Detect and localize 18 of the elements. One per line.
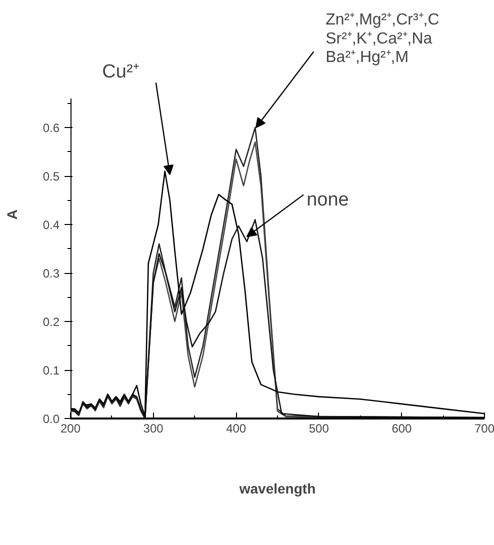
y-axis-title: A xyxy=(4,209,20,220)
y-tick-label: 0.0 xyxy=(42,412,60,426)
x-axis-title: wavelength xyxy=(238,480,316,496)
x-tick-label: 300 xyxy=(143,422,164,436)
annotation: Cu²⁺ xyxy=(102,62,139,83)
y-tick-label: 0.5 xyxy=(42,170,60,184)
y-tick-label: 0.3 xyxy=(42,266,60,281)
x-tick-label: 400 xyxy=(226,422,246,436)
y-tick-label: 0.4 xyxy=(42,218,60,232)
x-tick-label: 700 xyxy=(474,422,494,436)
y-tick-label: 0.2 xyxy=(42,315,60,330)
y-tick-label: 0.6 xyxy=(42,121,60,136)
annotation: Zn²⁺,Mg²⁺,Cr³⁺,C Sr²⁺,K⁺,Ca²⁺,Na Ba²⁺,Hg²⁺,M xyxy=(326,12,440,66)
x-tick-label: 600 xyxy=(392,422,412,436)
annotation: none xyxy=(306,190,349,211)
x-tick-label: 200 xyxy=(60,422,81,436)
y-tick-label: 0.1 xyxy=(42,364,60,378)
x-tick-label: 500 xyxy=(308,422,330,436)
